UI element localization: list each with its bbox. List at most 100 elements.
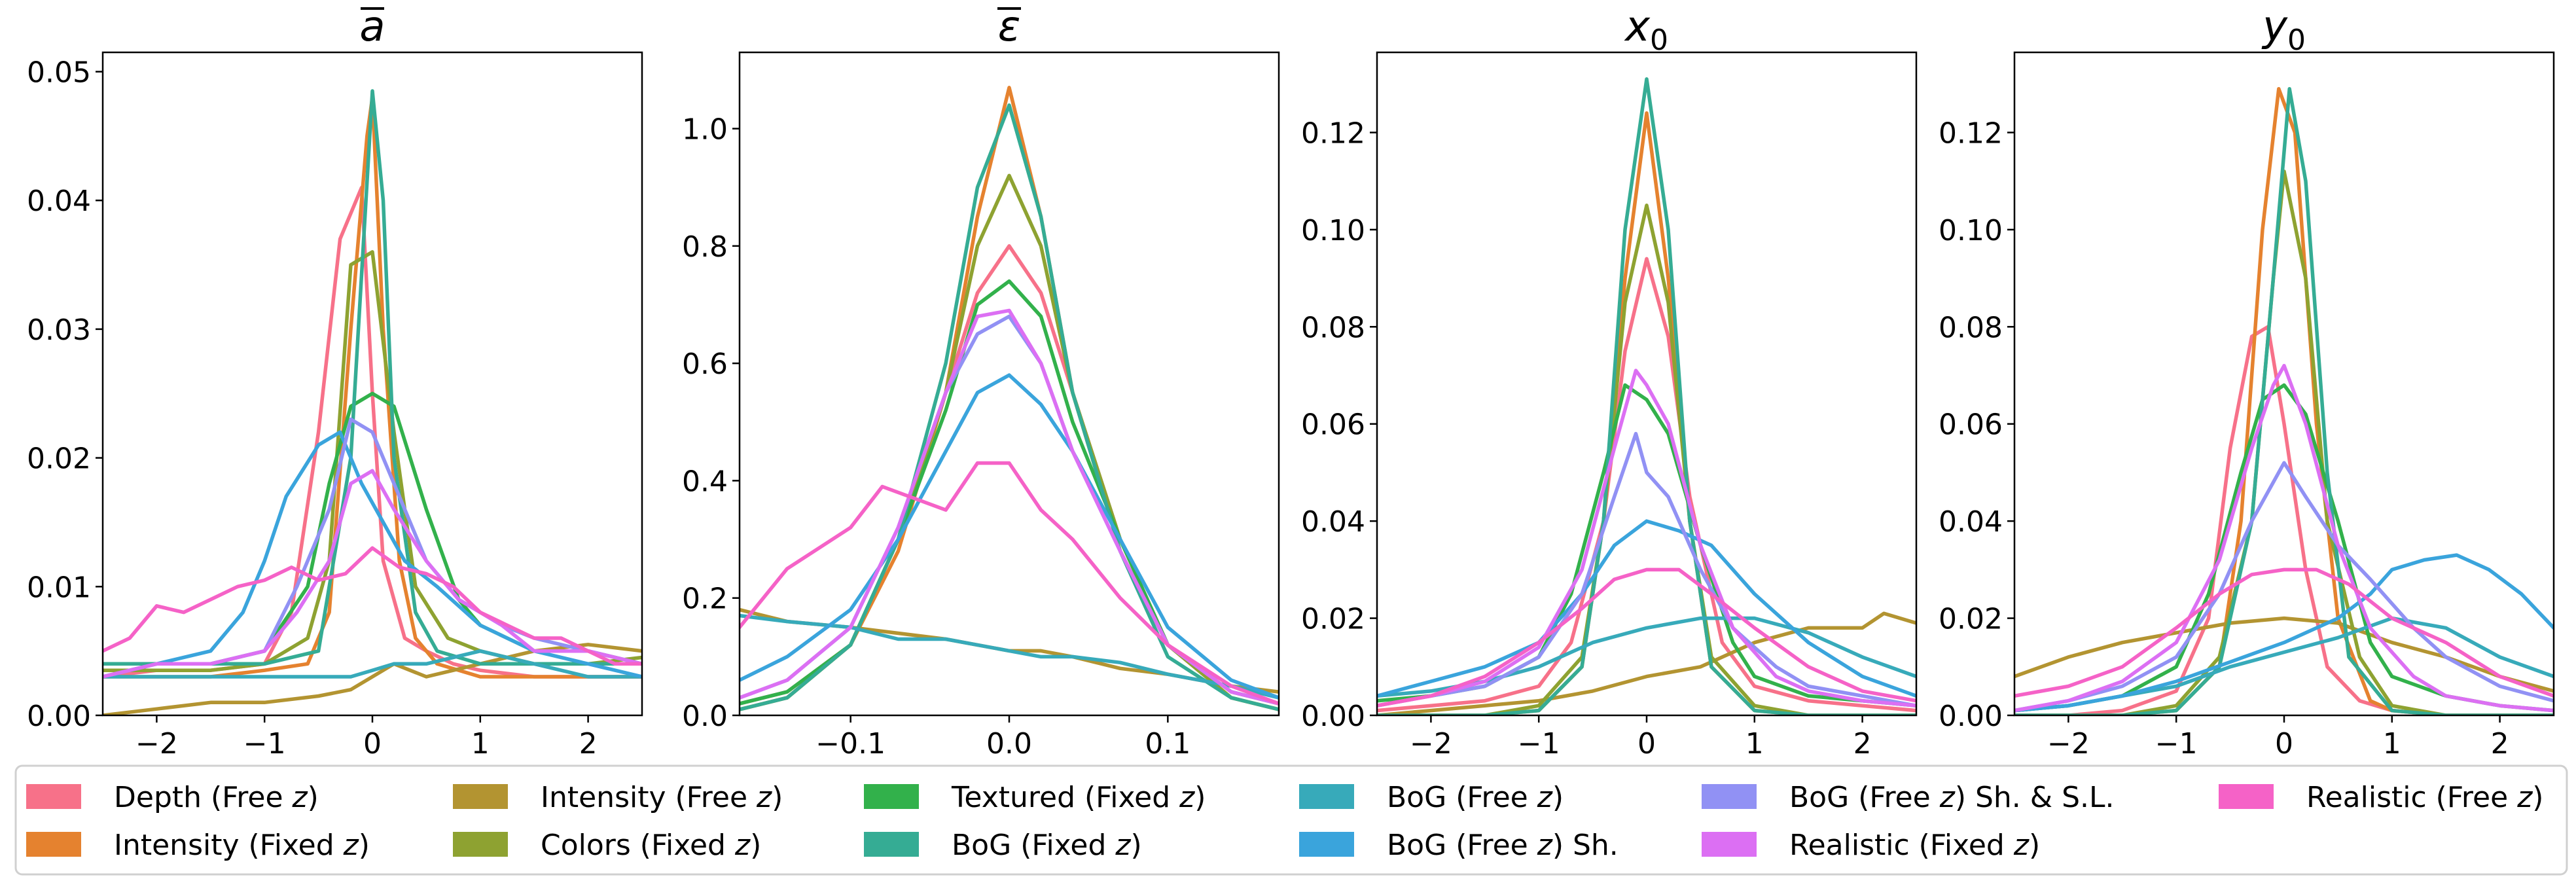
series-line-8: BoG (Free z) Sh. [103, 430, 642, 679]
series-line-7: BoG (Free z) [740, 613, 1279, 700]
x-tick-label: 1 [1745, 727, 1764, 761]
series-line-5: Textured (Fixed z) [2014, 383, 2554, 713]
legend-label: Realistic (Free z) [2306, 781, 2543, 814]
series-line-7: BoG (Free z) [1377, 616, 1916, 698]
series-line-9: BoG (Free z) Sh. & S.L. [1377, 431, 1916, 708]
legend-swatch [1702, 832, 1757, 857]
series-group: Depth (Free z)Intensity (Fixed z)Intensi… [740, 86, 1279, 711]
legend-item: BoG (Free z) [1299, 781, 1564, 814]
series-group: Depth (Free z)Intensity (Fixed z)Intensi… [2014, 86, 2554, 715]
series-line-6: BoG (Fixed z) [2014, 86, 2554, 715]
y-tick-label: 0.00 [27, 700, 91, 733]
x-tick-label: −2 [1410, 727, 1452, 761]
y-tick-label: 1.0 [682, 113, 728, 147]
y-tick-label: 0.04 [1301, 505, 1365, 539]
legend-label: Colors (Fixed z) [541, 829, 761, 862]
x-tick-label: 2 [579, 727, 598, 761]
series-line-11: Realistic (Free z) [740, 461, 1279, 706]
series-line-4: Colors (Fixed z) [103, 250, 642, 672]
y-tick-label: 0.0 [682, 700, 728, 733]
y-tick-label: 0.08 [1301, 311, 1365, 344]
series-line-9: BoG (Free z) Sh. & S.L. [2014, 461, 2554, 713]
series-line-3: Intensity (Free z) [1377, 611, 1916, 715]
legend-item: Realistic (Free z) [2219, 781, 2543, 814]
legend: Depth (Free z) Intensity (Fixed z) Intensi… [14, 764, 2568, 876]
y-tick-label: 0.05 [27, 56, 91, 90]
x-tick-label: −1 [2155, 727, 2198, 761]
legend-item: Realistic (Fixed z) [1702, 829, 2040, 862]
series-line-1: Depth (Free z) [1377, 257, 1916, 713]
series-line-6: BoG (Fixed z) [1377, 77, 1916, 715]
x-tick-label: −2 [135, 727, 178, 761]
series-line-5: Textured (Fixed z) [740, 279, 1279, 706]
series-group: Depth (Free z)Intensity (Fixed z)Intensi… [103, 89, 642, 715]
y-tick-label: 0.12 [1939, 116, 2003, 150]
x-tick-label: −1 [243, 727, 286, 761]
series-line-2: Intensity (Fixed z) [1377, 111, 1916, 715]
series-line-8: BoG (Free z) Sh. [1377, 519, 1916, 698]
legend-item: Intensity (Free z) [453, 781, 783, 814]
legend-swatch [1702, 784, 1757, 809]
x-tick-label: 0 [1637, 727, 1656, 761]
legend-label: BoG (Free z) [1387, 781, 1564, 814]
y-tick-label: 0.03 [27, 314, 91, 347]
y-tick-label: 0.02 [1939, 603, 2003, 636]
legend-label: Textured (Fixed z) [951, 781, 1206, 814]
series-line-4: Colors (Fixed z) [740, 173, 1279, 711]
x-tick-label: −0.1 [815, 727, 885, 761]
legend-label: BoG (Fixed z) [952, 829, 1142, 862]
x-tick-label: 0.0 [986, 727, 1032, 761]
x-tick-label: 0 [363, 727, 382, 761]
y-tick-label: 0.06 [1939, 408, 2003, 442]
y-tick-label: 0.4 [682, 465, 728, 498]
subplot-title: ε̅ε [998, 3, 1021, 51]
legend-swatch [864, 784, 919, 809]
subplot-3: Depth (Free z)Intensity (Fixed z)Intensi… [1301, 3, 1918, 761]
legend-swatch [26, 832, 81, 857]
series-line-7: BoG (Free z) [103, 649, 642, 679]
series-line-11: Realistic (Free z) [1377, 567, 1916, 708]
y-tick-label: 0.02 [1301, 603, 1365, 636]
axes-frame [738, 51, 1280, 717]
legend-label: Intensity (Fixed z) [114, 829, 370, 862]
series-line-6: BoG (Fixed z) [740, 103, 1279, 711]
x-tick-label: −1 [1518, 727, 1560, 761]
legend-item: BoG (Free z) Sh. & S.L. [1702, 781, 2114, 814]
subplot-title: y0y0 [2261, 3, 2306, 57]
x-tick-label: 2 [1853, 727, 1872, 761]
series-group: Depth (Free z)Intensity (Fixed z)Intensi… [1377, 77, 1916, 715]
y-tick-label: 0.6 [682, 348, 728, 381]
legend-swatch [2219, 784, 2274, 809]
x-tick-label: −2 [2047, 727, 2090, 761]
legend-swatch [453, 832, 508, 857]
series-line-11: Realistic (Free z) [103, 546, 642, 666]
y-tick-label: 0.8 [682, 230, 728, 264]
series-line-10: Realistic (Fixed z) [740, 308, 1279, 706]
series-line-7: BoG (Free z) [2014, 616, 2554, 713]
legend-label: BoG (Free z) Sh. & S.L. [1789, 781, 2114, 814]
subplot-title: x0x0 [1624, 3, 1668, 57]
legend-label: BoG (Free z) Sh. [1387, 829, 1619, 862]
x-tick-label: 0 [2275, 727, 2293, 761]
legend-item: Intensity (Fixed z) [26, 829, 370, 862]
legend-swatch [26, 784, 81, 809]
y-tick-label: 0.12 [1301, 116, 1365, 150]
legend-item: Colors (Fixed z) [453, 829, 761, 862]
legend-item: Textured (Fixed z) [864, 781, 1206, 814]
series-line-6: BoG (Fixed z) [103, 89, 642, 666]
series-line-2: Intensity (Fixed z) [740, 86, 1279, 711]
legend-label: Realistic (Fixed z) [1789, 829, 2040, 862]
legend-label: Intensity (Free z) [541, 781, 783, 814]
legend-swatch [864, 832, 919, 857]
y-tick-label: 0.2 [682, 582, 728, 616]
legend-item: Depth (Free z) [26, 781, 319, 814]
subplot-1: Depth (Free z)Intensity (Fixed z)Intensi… [27, 3, 643, 761]
y-tick-label: 0.10 [1939, 214, 2003, 247]
y-tick-label: 0.04 [27, 185, 91, 218]
y-tick-label: 0.01 [27, 571, 91, 604]
legend-item: BoG (Free z) Sh. [1299, 829, 1619, 862]
legend-label: Depth (Free z) [114, 781, 319, 814]
legend-swatch [453, 784, 508, 809]
y-tick-label: 0.00 [1301, 700, 1365, 733]
series-line-4: Colors (Fixed z) [1377, 204, 1916, 715]
